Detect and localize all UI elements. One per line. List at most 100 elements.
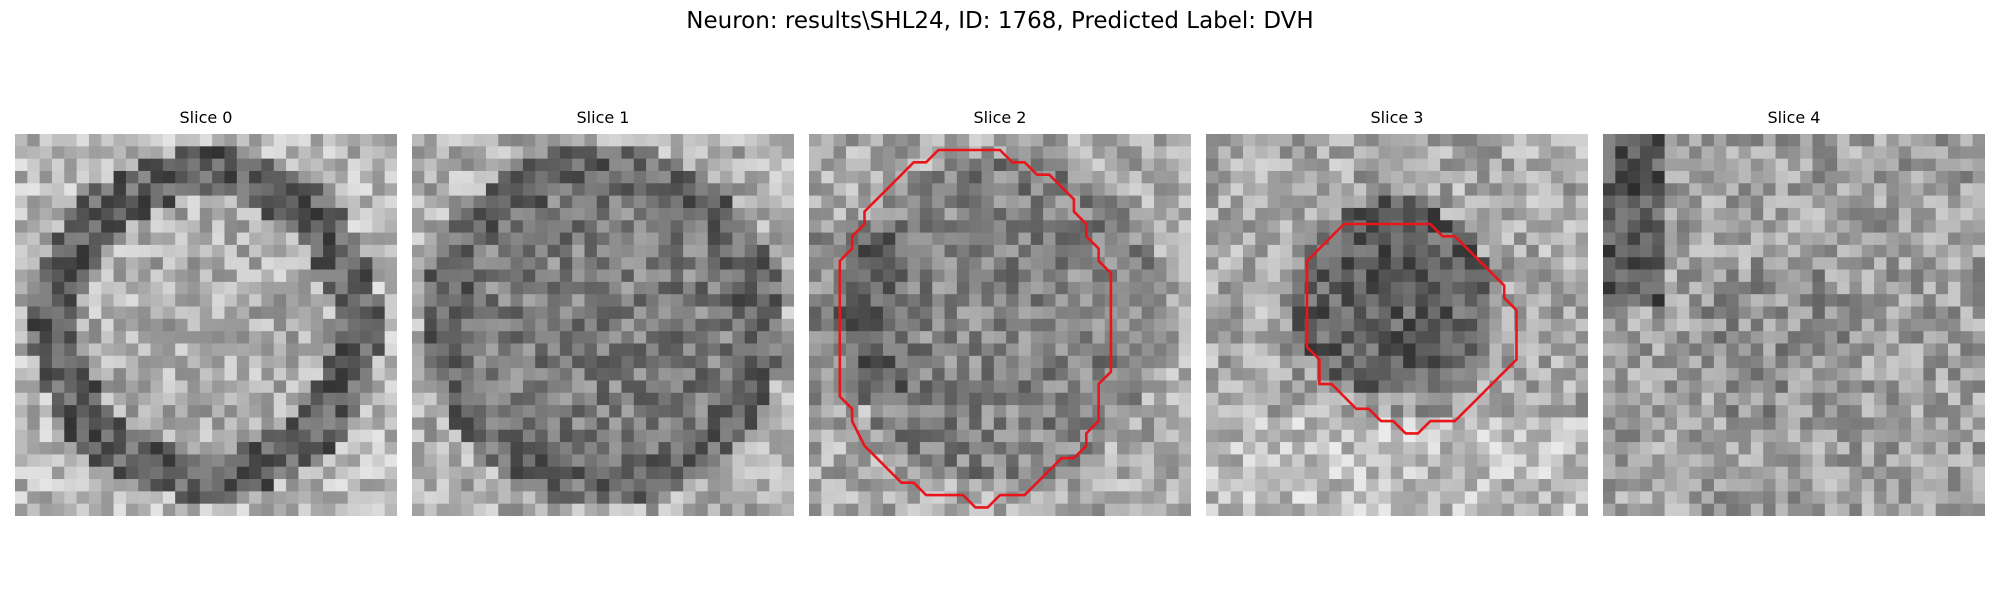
pixel	[1055, 257, 1069, 271]
pixel	[1812, 244, 1826, 258]
pixel	[436, 294, 450, 308]
pixel	[473, 442, 487, 455]
pixel	[596, 466, 610, 480]
pixel	[1006, 306, 1020, 320]
pixel	[1935, 405, 1949, 419]
pixel	[1726, 429, 1740, 443]
pixel	[485, 207, 499, 221]
pixel	[51, 491, 65, 505]
pixel	[1440, 306, 1454, 320]
pixel	[1206, 392, 1219, 406]
pixel	[1713, 454, 1727, 468]
pixel	[261, 380, 275, 394]
pixel	[1043, 232, 1057, 246]
pixel	[1378, 294, 1392, 308]
pixel	[744, 368, 758, 382]
pixel	[76, 220, 90, 234]
pixel	[1861, 392, 1875, 406]
panel-title: Slice 2	[973, 108, 1027, 127]
pixel	[27, 207, 41, 221]
pixel	[1230, 306, 1244, 320]
pixel	[744, 183, 758, 197]
pixel	[1676, 195, 1690, 209]
pixel	[473, 355, 487, 369]
pixel	[1501, 269, 1515, 283]
pixel	[138, 479, 152, 492]
pixel	[39, 158, 53, 172]
pixel	[1166, 257, 1180, 271]
pixel	[1117, 195, 1130, 209]
pixel	[1701, 479, 1715, 492]
pixel	[113, 368, 127, 382]
pixel	[101, 244, 115, 258]
pixel	[39, 392, 53, 406]
pixel	[1329, 503, 1343, 516]
pixel	[882, 183, 896, 197]
pixel	[88, 318, 102, 332]
pixel	[1874, 244, 1888, 258]
pixel	[1092, 503, 1106, 516]
pixel	[833, 195, 847, 209]
pixel	[522, 220, 536, 234]
pixel	[658, 134, 672, 147]
pixel	[15, 294, 28, 308]
pixel	[76, 491, 90, 505]
pixel	[1787, 503, 1801, 516]
pixel	[1206, 269, 1219, 283]
pixel	[1166, 442, 1180, 455]
pixel	[1366, 134, 1380, 147]
pixel	[658, 466, 672, 480]
pixel	[870, 343, 884, 357]
pixel	[1551, 244, 1564, 258]
pixel	[535, 158, 549, 172]
pixel	[1676, 491, 1690, 505]
pixel	[683, 170, 697, 184]
pixel	[833, 491, 847, 505]
pixel	[51, 454, 65, 468]
pixel	[261, 306, 275, 320]
pixel	[1960, 454, 1974, 468]
pixel	[870, 146, 884, 160]
pixel	[895, 466, 909, 480]
pixel	[547, 146, 561, 160]
pixel	[993, 417, 1007, 431]
pixel	[1726, 207, 1740, 221]
pixel	[1960, 368, 1974, 382]
pixel	[670, 491, 684, 505]
pixel	[76, 207, 90, 221]
pixel	[609, 331, 623, 345]
pixel	[1676, 343, 1690, 357]
pixel	[1935, 429, 1949, 443]
segmentation-contour	[838, 148, 1113, 509]
pixel	[138, 503, 152, 516]
pixel	[150, 368, 164, 382]
pixel	[1948, 343, 1961, 357]
pixel	[1563, 170, 1577, 184]
pixel	[621, 146, 635, 160]
pixel	[1960, 491, 1974, 505]
pixel	[162, 368, 176, 382]
pixel	[1603, 207, 1616, 221]
pixel	[1489, 331, 1503, 345]
pixel	[1230, 429, 1244, 443]
pixel	[621, 392, 635, 406]
pixel	[1948, 294, 1961, 308]
pixel	[1701, 355, 1715, 369]
pixel	[1018, 343, 1032, 357]
pixel	[510, 244, 524, 258]
pixel	[1701, 134, 1715, 147]
pixel	[88, 294, 102, 308]
pixel	[273, 368, 287, 382]
pixel	[1526, 380, 1540, 394]
pixel	[1726, 380, 1740, 394]
pixel	[584, 466, 598, 480]
pixel	[1676, 183, 1690, 197]
pixel	[448, 442, 462, 455]
pixel	[273, 380, 287, 394]
pixel	[1726, 244, 1740, 258]
pixel	[360, 269, 373, 283]
pixel	[310, 183, 324, 197]
pixel	[1129, 195, 1143, 209]
pixel	[1898, 355, 1912, 369]
pixel	[1366, 207, 1380, 221]
